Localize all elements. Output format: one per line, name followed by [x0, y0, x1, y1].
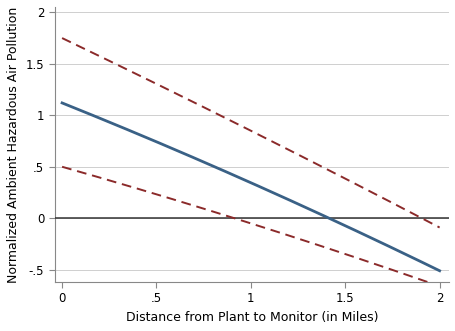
- Y-axis label: Normalized Ambient Hazardous Air Pollution: Normalized Ambient Hazardous Air Polluti…: [7, 7, 20, 283]
- X-axis label: Distance from Plant to Monitor (in Miles): Distance from Plant to Monitor (in Miles…: [125, 311, 377, 324]
